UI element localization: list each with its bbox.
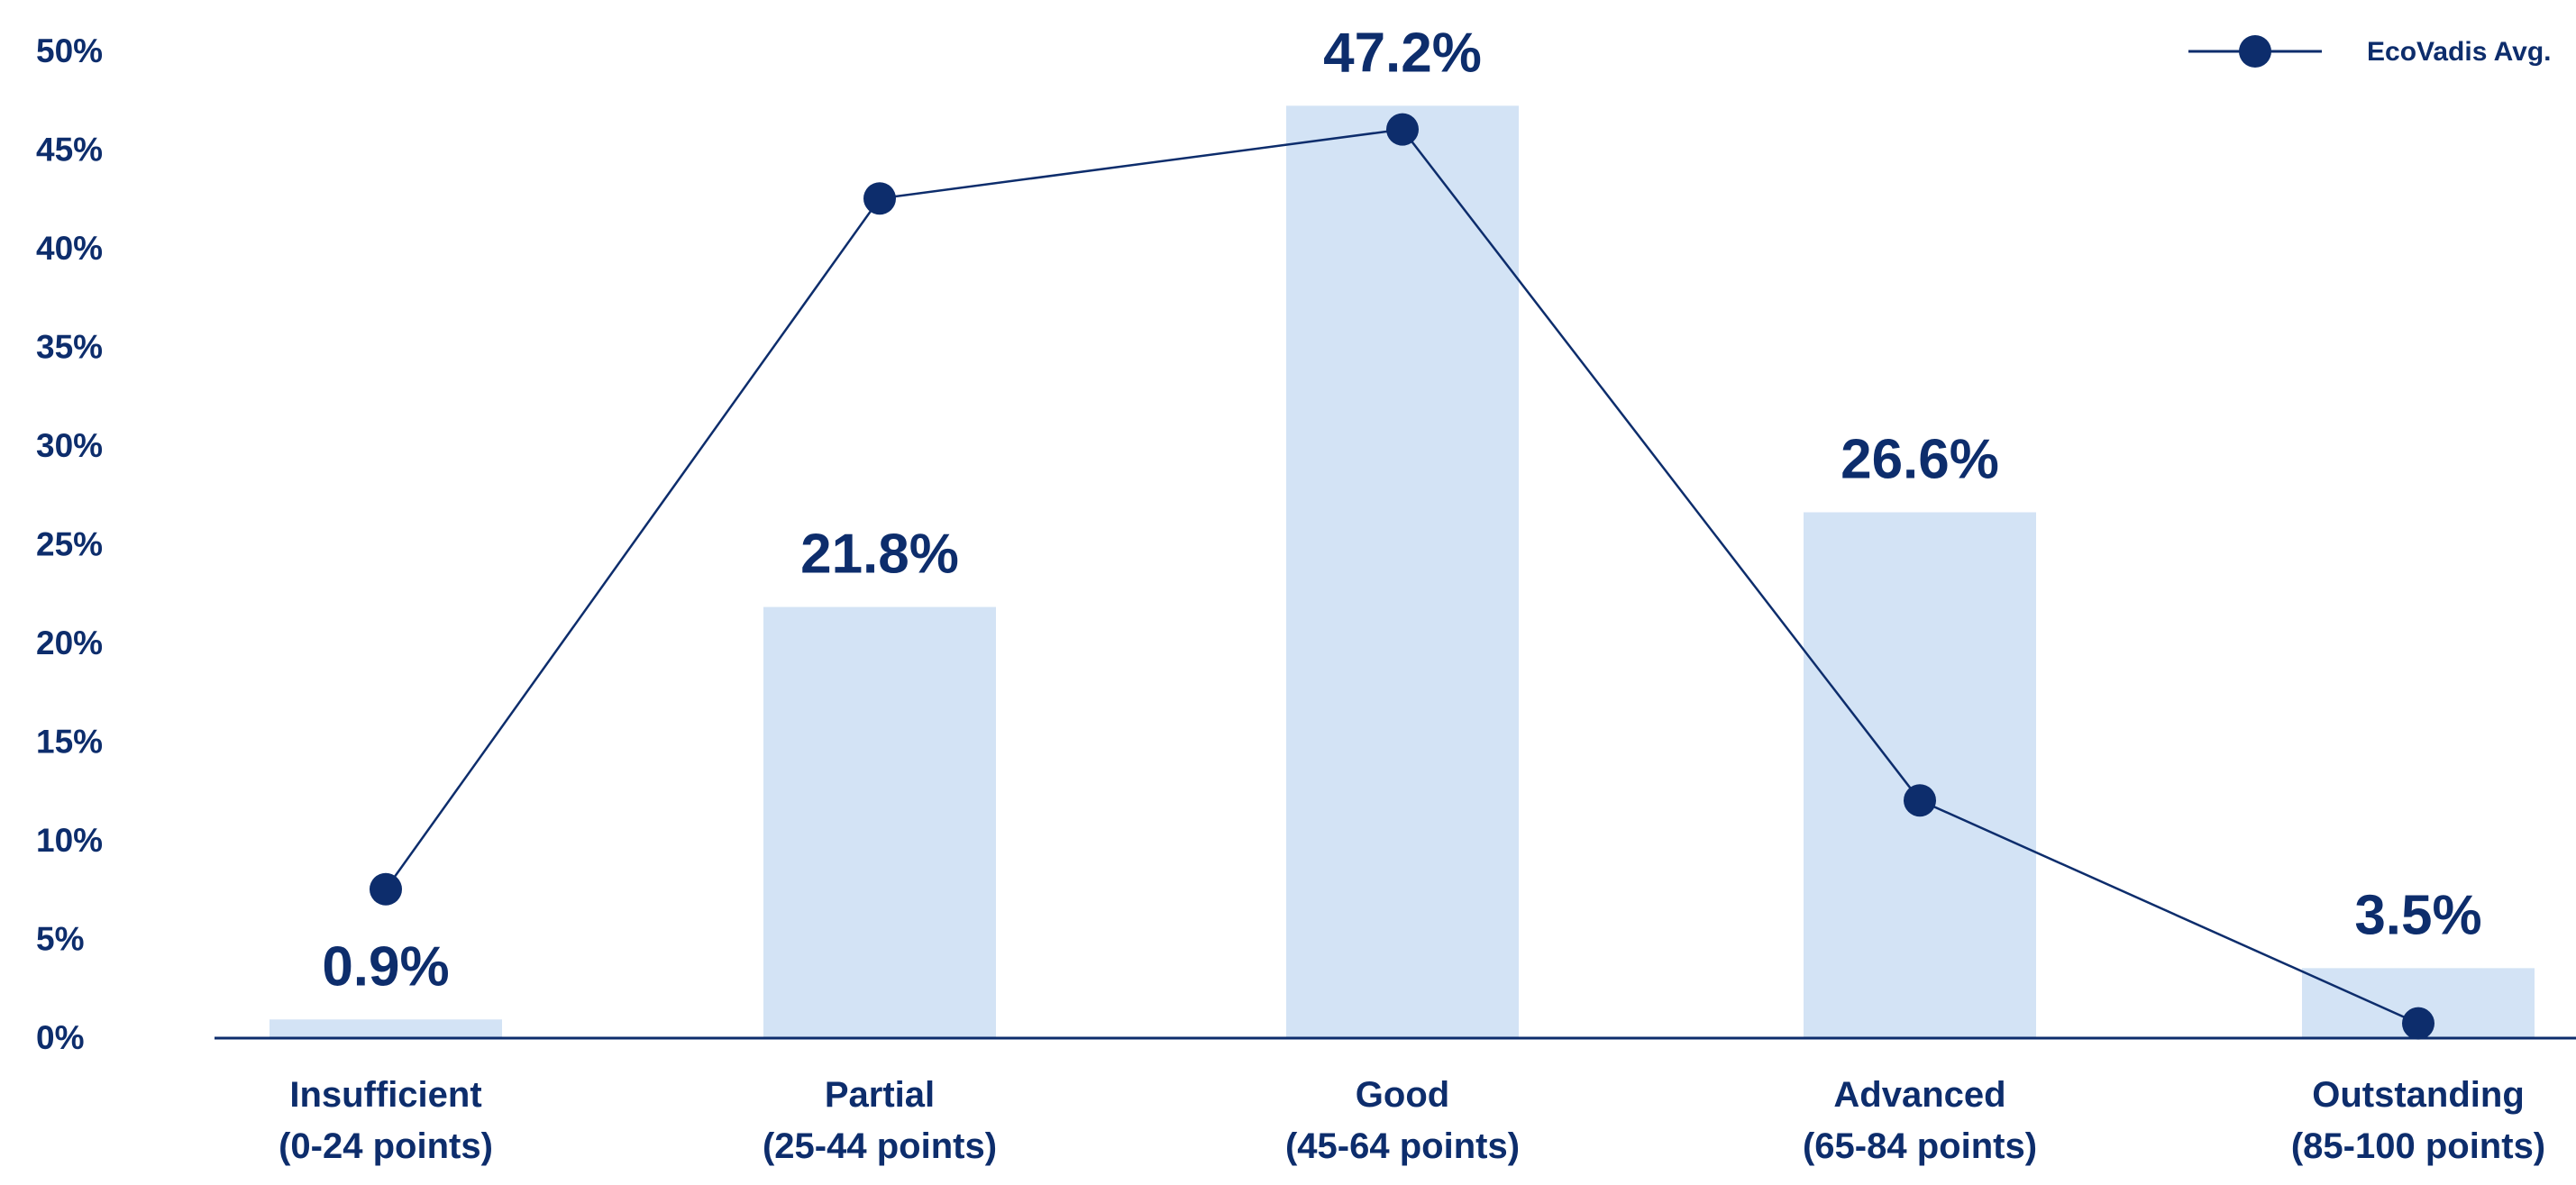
y-tick-label: 30% — [36, 427, 103, 464]
y-tick-label: 0% — [36, 1019, 84, 1056]
legend-label: EcoVadis Avg. — [2367, 37, 2552, 67]
line-point — [2402, 1007, 2434, 1040]
y-tick-label: 20% — [36, 624, 103, 661]
y-axis: 0% 5% 10% 15% 20% 25% 30% 35% 40% 45% 50% — [36, 32, 103, 1056]
y-tick-label: 50% — [36, 32, 103, 69]
y-tick-label: 40% — [36, 230, 103, 267]
x-tick-label: Good (45-64 points) — [1285, 1075, 1520, 1166]
x-tick-label: Partial (25-44 points) — [763, 1075, 997, 1166]
x-tick-label: Advanced (65-84 points) — [1803, 1075, 2037, 1166]
bar-data-label: 47.2% — [1323, 22, 1482, 84]
bar-data-label: 3.5% — [2354, 884, 2481, 946]
x-axis: Insufficient (0-24 points) Partial (25-44 p… — [279, 1075, 2545, 1166]
line-series — [370, 113, 2434, 1040]
line-point — [1386, 113, 1419, 146]
legend: EcoVadis Avg. — [2188, 35, 2552, 68]
legend-marker — [2239, 35, 2271, 68]
bar — [1804, 512, 2036, 1037]
x-tick-label: Outstanding (85-100 points) — [2291, 1075, 2545, 1166]
bar — [269, 1019, 502, 1037]
bar-data-label: 21.8% — [800, 524, 959, 586]
bar — [1286, 105, 1519, 1038]
bar-data-labels: 0.9% 21.8% 47.2% 26.6% 3.5% — [322, 22, 2481, 998]
y-tick-label: 35% — [36, 329, 103, 366]
y-tick-label: 5% — [36, 921, 84, 958]
x-tick-label: Insufficient (0-24 points) — [279, 1075, 493, 1166]
y-tick-label: 25% — [36, 526, 103, 563]
bars — [269, 105, 2535, 1038]
line-point — [863, 182, 896, 215]
line-point — [370, 872, 402, 906]
bar — [763, 606, 996, 1037]
y-tick-label: 15% — [36, 724, 103, 761]
bar-data-label: 26.6% — [1841, 428, 1999, 490]
line-point — [1904, 784, 1936, 817]
y-tick-label: 10% — [36, 822, 103, 859]
bar-data-label: 0.9% — [322, 935, 449, 998]
y-tick-label: 45% — [36, 132, 103, 169]
